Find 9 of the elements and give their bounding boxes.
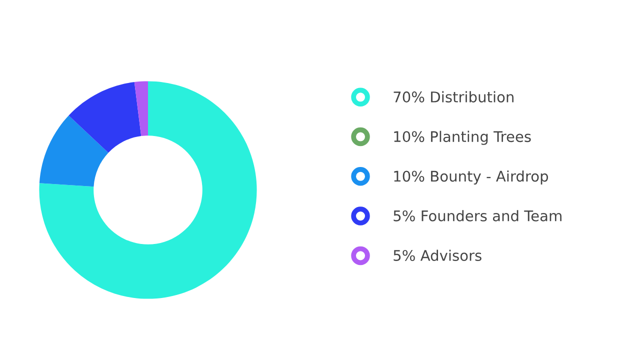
- donut-slice: [39, 116, 108, 187]
- legend-label: 70% Distribution: [394, 91, 514, 102]
- donut-slice: [68, 82, 142, 153]
- legend-label: 10% Planting Trees: [394, 130, 531, 145]
- legend-label: 10% Bounty - Airdrop: [394, 170, 548, 185]
- legend-label: 5% Advisors: [394, 250, 482, 261]
- legend-label: 5% Founders and Team: [394, 210, 562, 222]
- donut-slice: [39, 81, 257, 299]
- donut-slice: [134, 81, 148, 136]
